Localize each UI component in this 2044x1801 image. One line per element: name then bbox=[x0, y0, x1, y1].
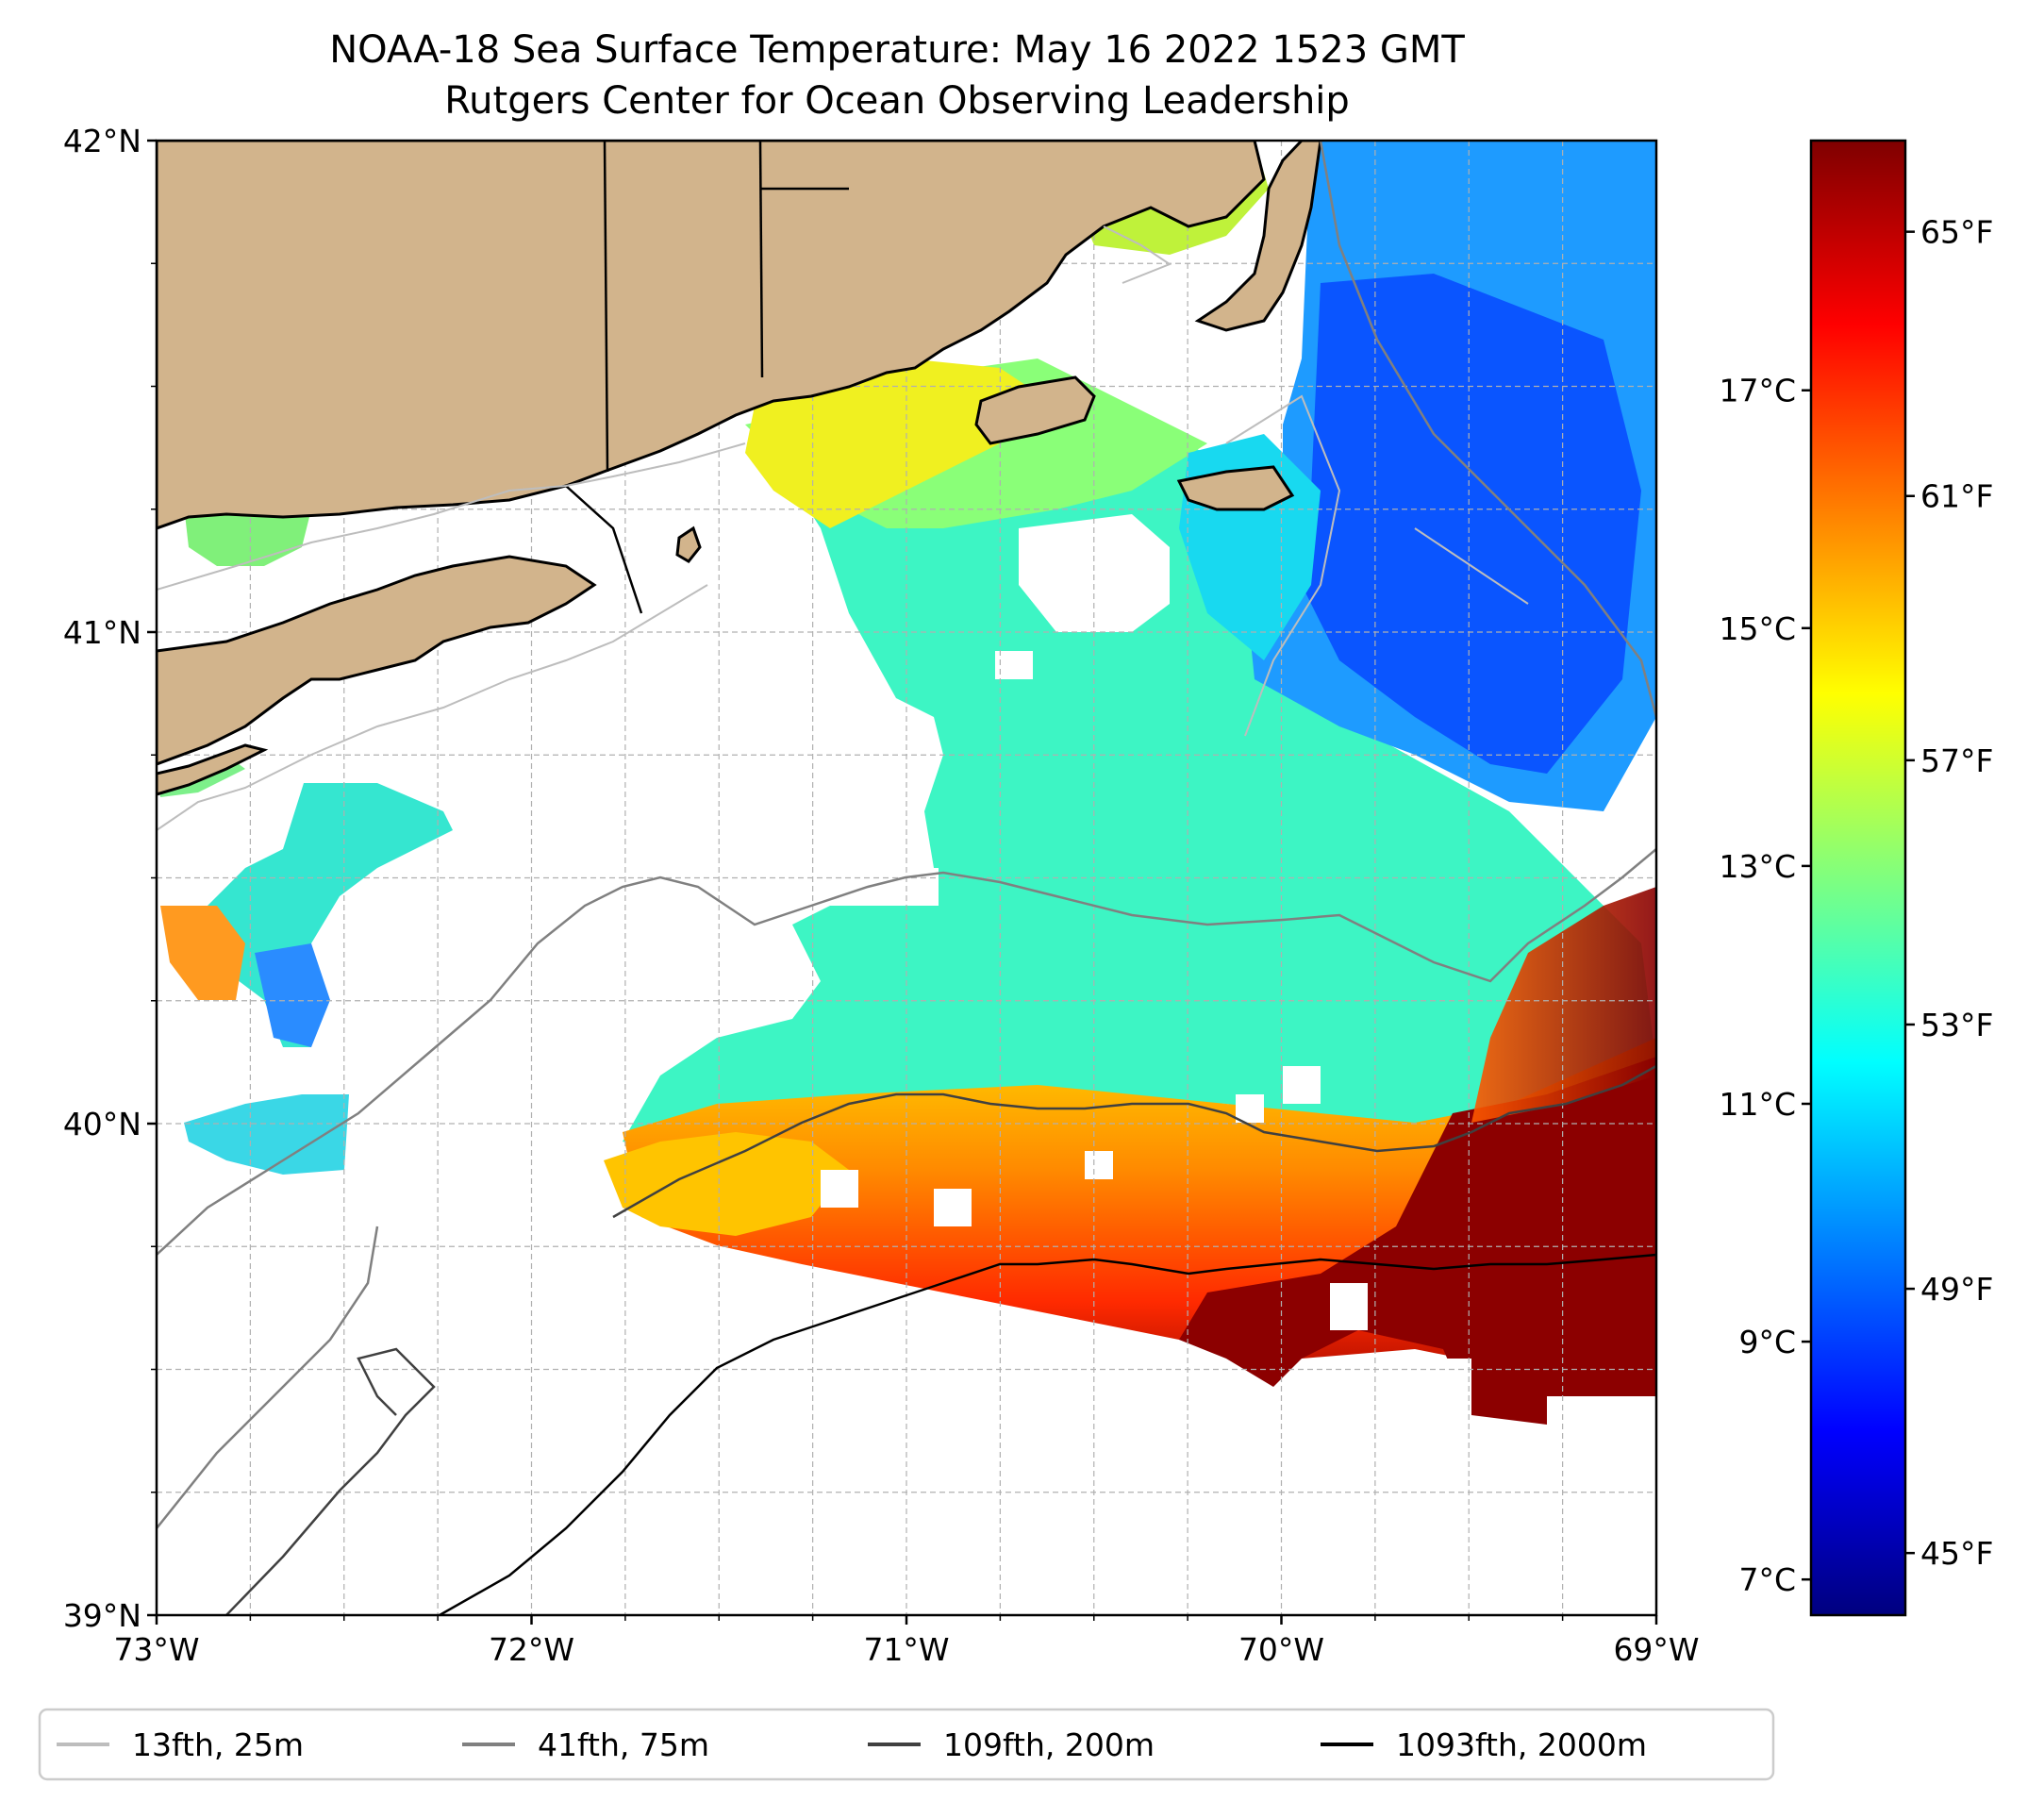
colorbar-f-tick-label: 61°F bbox=[1920, 478, 1993, 515]
state-boundaries bbox=[565, 140, 849, 614]
lon-tick-label: 72°W bbox=[489, 1631, 574, 1668]
legend-label: 13fth, 25m bbox=[132, 1726, 304, 1763]
lat-tick-label: 41°N bbox=[63, 614, 141, 651]
title-line-2: Rutgers Center for Ocean Observing Leade… bbox=[444, 79, 1350, 123]
lon-tick-label: 73°W bbox=[113, 1631, 199, 1668]
sst-region-orange-eastern bbox=[1471, 887, 1656, 1123]
lat-tick-label: 40°N bbox=[63, 1106, 141, 1142]
land-block-island bbox=[675, 525, 702, 563]
sst-region-west-patch-blue bbox=[255, 943, 330, 1047]
lat-tick-label: 42°N bbox=[63, 123, 141, 159]
lon-tick-label: 71°W bbox=[863, 1631, 949, 1668]
boundary-ny-ct bbox=[603, 140, 609, 473]
lon-tick-label: 69°W bbox=[1613, 1631, 1699, 1668]
cloud-gap-5 bbox=[1283, 1066, 1321, 1104]
lon-tick-label: 70°W bbox=[1238, 1631, 1324, 1668]
sst-region-blue-deep bbox=[1302, 274, 1641, 774]
colorbar-c-tick-label: 15°C bbox=[1719, 610, 1796, 647]
sst-region-central bbox=[623, 396, 1656, 1151]
cloud-gap-1 bbox=[821, 1170, 858, 1208]
map-panel: 42°N 41°N 40°N 39°N 73°W 72°W 71°W 70°W 69°W bbox=[63, 123, 1700, 1668]
colorbar-fahrenheit-axis: 65°F 61°F 57°F 53°F 49°F 45°F bbox=[1905, 214, 1993, 1572]
land-cape-cod bbox=[1194, 141, 1322, 332]
cloud-gap-sound bbox=[1019, 514, 1170, 632]
land-nj-coast bbox=[157, 743, 269, 796]
legend-label: 1093fth, 2000m bbox=[1396, 1726, 1647, 1763]
colorbar-f-tick-label: 65°F bbox=[1920, 214, 1993, 251]
cloud-gap-3 bbox=[1085, 1151, 1113, 1179]
sst-region-gulf-stream bbox=[1179, 1057, 1656, 1472]
land-mainland-ne bbox=[157, 141, 1266, 530]
land-marthas-vineyard bbox=[974, 375, 1096, 445]
cloud-gap-8 bbox=[1547, 1396, 1656, 1472]
colorbar-f-tick-label: 57°F bbox=[1920, 742, 1993, 779]
legend-label: 109fth, 200m bbox=[943, 1726, 1155, 1763]
colorbar-f-tick-label: 53°F bbox=[1920, 1007, 1993, 1043]
legend-label: 41fth, 75m bbox=[538, 1726, 709, 1763]
cloud-gap-2 bbox=[934, 1189, 972, 1226]
boundary-ct-ri bbox=[758, 140, 764, 378]
sst-region-shelf-mixed bbox=[604, 1132, 849, 1236]
colorbar-c-tick-label: 13°C bbox=[1719, 848, 1796, 885]
colorbar-c-tick-label: 11°C bbox=[1719, 1086, 1796, 1123]
land-nantucket bbox=[1176, 465, 1295, 511]
sst-region-west-patch-orange bbox=[160, 906, 245, 1000]
latitude-axis: 42°N 41°N 40°N 39°N bbox=[63, 123, 157, 1634]
sst-region-west-patch-c bbox=[184, 1094, 349, 1175]
title-line-1: NOAA-18 Sea Surface Temperature: May 16 … bbox=[329, 28, 1465, 72]
colorbar-f-tick-label: 45°F bbox=[1920, 1535, 1993, 1572]
contour-200m bbox=[225, 1064, 1656, 1615]
legend: 13fth, 25m 41fth, 75m 109fth, 200m 1093fth,… bbox=[38, 1708, 1775, 1781]
land bbox=[157, 141, 1322, 796]
land-long-island bbox=[157, 555, 597, 766]
colorbar-f-tick-label: 49°F bbox=[1920, 1271, 1993, 1308]
colorbar-gradient bbox=[1809, 139, 1907, 1617]
colorbar-c-tick-label: 9°C bbox=[1738, 1324, 1796, 1360]
cloud-gap-9 bbox=[995, 651, 1033, 679]
colorbar: 17°C 15°C 13°C 11°C 9°C 7°C 65°F 61°F 57°F 53°F 4… bbox=[1719, 139, 1993, 1617]
longitude-axis: 73°W 72°W 71°W 70°W 69°W bbox=[113, 1615, 1700, 1668]
contour-75m bbox=[157, 141, 1656, 1529]
bathymetry-contours bbox=[157, 141, 1656, 1615]
colorbar-c-tick-label: 7°C bbox=[1738, 1561, 1796, 1598]
cloud-gap-4 bbox=[1236, 1094, 1264, 1123]
colorbar-c-tick-label: 17°C bbox=[1719, 373, 1796, 409]
contour-25m bbox=[157, 225, 1529, 831]
lat-tick-label: 39°N bbox=[63, 1597, 141, 1634]
cloud-gap-6 bbox=[1330, 1283, 1368, 1330]
sst-region-nearshore-yellow bbox=[745, 359, 1056, 528]
cloud-gap-7 bbox=[1434, 1359, 1471, 1415]
colorbar-celsius-axis: 17°C 15°C 13°C 11°C 9°C 7°C bbox=[1719, 373, 1811, 1598]
contour-2000m bbox=[439, 1253, 1656, 1615]
boundary-ocean-line bbox=[565, 485, 643, 614]
